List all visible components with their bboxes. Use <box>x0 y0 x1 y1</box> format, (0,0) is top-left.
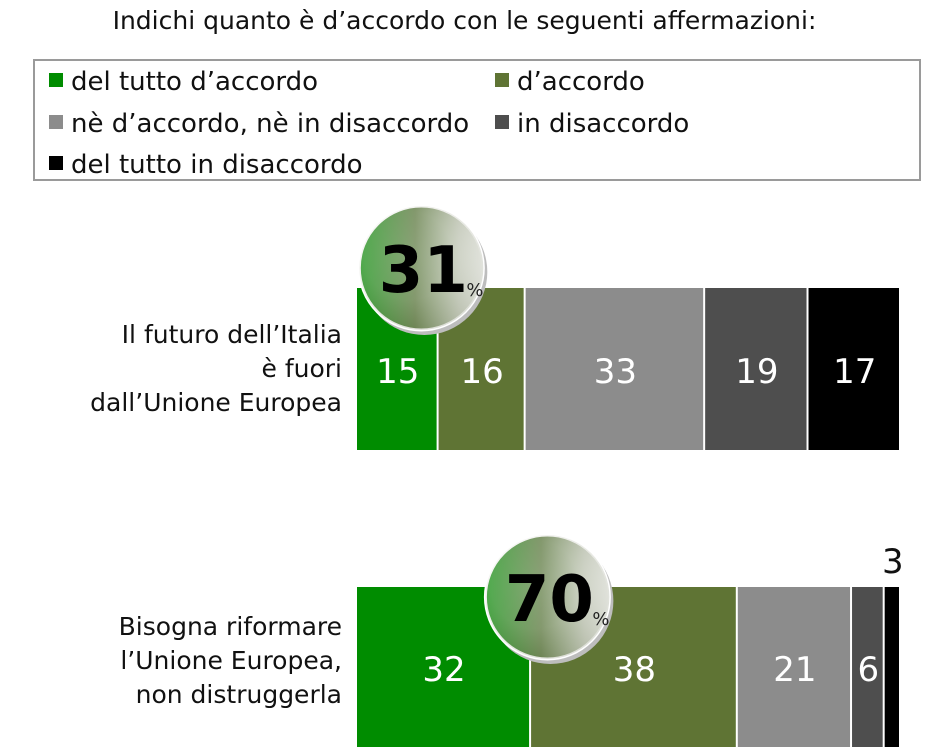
row-label-1: Il futuro dell’Italia è fuori dall’Union… <box>22 318 342 420</box>
legend-label: del tutto in disaccordo <box>71 150 363 180</box>
legend-swatch <box>49 156 63 170</box>
bar-value-label: 17 <box>833 352 876 392</box>
bar-value-label: 16 <box>460 352 503 392</box>
legend-swatch <box>495 115 509 129</box>
row-label-line: dall’Unione Europea <box>90 388 342 417</box>
bar-segment <box>525 288 704 450</box>
agree-total-badge: 70% <box>483 533 614 664</box>
legend: del tutto d’accordo d’accordo nè d’accor… <box>33 59 921 181</box>
row-label-line: è fuori <box>261 354 343 383</box>
legend-item-accordo: d’accordo <box>495 67 645 97</box>
legend-swatch <box>49 73 63 87</box>
badge-highlight <box>359 206 484 330</box>
bar-segment <box>808 288 899 450</box>
row-label-line: Bisogna riformare <box>118 612 342 641</box>
bar-value-label: 6 <box>858 650 880 690</box>
legend-label: del tutto d’accordo <box>71 67 319 97</box>
badge-unit: % <box>466 280 483 301</box>
bar-segment <box>737 587 851 747</box>
badge-value: 70 <box>505 563 594 637</box>
legend-item-neutro: nè d’accordo, nè in disaccordo <box>49 109 469 139</box>
bar-value-label: 32 <box>422 650 465 690</box>
legend-item-del-tutto-disaccordo: del tutto in disaccordo <box>49 150 363 180</box>
bar-segment <box>705 288 807 450</box>
legend-item-disaccordo: in disaccordo <box>495 109 689 139</box>
agree-total-badge: 31% <box>357 204 488 335</box>
bar-value-label: 21 <box>773 650 816 690</box>
bar-value-label: 3 <box>882 542 904 582</box>
row-label-line: Il futuro dell’Italia <box>121 320 342 349</box>
badge-highlight <box>485 535 610 659</box>
legend-label: d’accordo <box>517 67 645 97</box>
bar-value-label: 15 <box>376 352 419 392</box>
legend-swatch <box>49 115 63 129</box>
badge-value: 31 <box>379 234 468 308</box>
legend-label: in disaccordo <box>517 109 690 139</box>
legend-swatch <box>495 73 509 87</box>
legend-label: nè d’accordo, nè in disaccordo <box>71 109 470 139</box>
row-label-2: Bisogna riformare l’Unione Europea, non … <box>22 610 342 712</box>
badge-unit: % <box>592 609 609 630</box>
chart-title: Indichi quanto è d’accordo con le seguen… <box>112 6 817 35</box>
row-label-line: non distruggerla <box>135 680 342 709</box>
bar-segment <box>884 587 899 747</box>
bar-value-label: 33 <box>594 352 637 392</box>
legend-item-del-tutto-accordo: del tutto d’accordo <box>49 67 318 97</box>
bar-value-label: 38 <box>613 650 656 690</box>
bar-value-label: 19 <box>735 352 778 392</box>
row-label-line: l’Unione Europea, <box>120 646 342 675</box>
bar-segment <box>852 587 883 747</box>
